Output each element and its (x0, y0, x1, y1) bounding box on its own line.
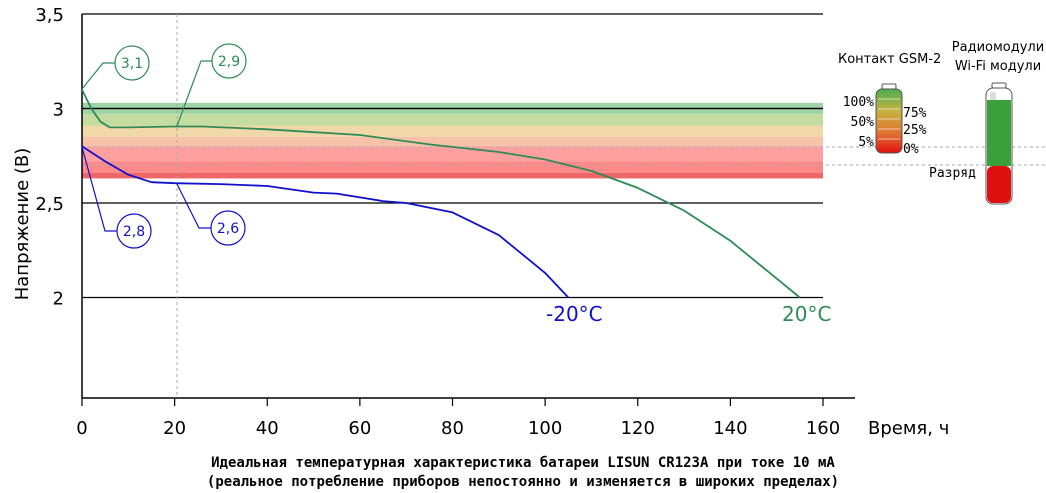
gsm-level-5: 5% (858, 135, 874, 150)
y-ticks: 2 2,5 3 3,5 (35, 5, 64, 310)
callout-2-8-label: 2,8 (123, 224, 145, 240)
callout-2-8: 2,8 (81, 146, 152, 249)
x-tick-label-6: 120 (621, 418, 655, 439)
y-axis-label: Напряжение (В) (12, 148, 33, 301)
radio-legend-title-2: Wi-Fi модули (955, 59, 1041, 74)
band-1 (82, 114, 823, 126)
band-4 (82, 146, 823, 162)
callout-2-8-leader (81, 146, 117, 232)
callout-3-1: 3,1 (81, 45, 150, 90)
x-tick-label-0: 0 (76, 418, 87, 439)
band-3 (82, 136, 823, 147)
callout-3-1-circle (114, 45, 150, 81)
series-line-0 (81, 89, 801, 299)
band-2 (82, 125, 823, 137)
callout-2-6-label: 2,6 (217, 221, 239, 237)
horizontal-gridlines (82, 13, 823, 299)
voltage-level-bands (82, 102, 823, 179)
chart-caption-line-1: Идеальная температурная характеристика б… (211, 455, 835, 471)
callout-2-6-leader (176, 183, 211, 229)
radio-battery-icon (985, 82, 1013, 205)
callout-2-8-circle (116, 213, 152, 249)
callout-3-1-leader (81, 62, 115, 90)
x-tick-label-2: 40 (256, 418, 279, 439)
gsm-level-75: 75% (903, 106, 927, 121)
band-6 (82, 172, 823, 179)
gsm-legend-title: Контакт GSM-2 (838, 52, 941, 67)
y-tick-label-3: 3,5 (35, 5, 64, 26)
gsm-level-25: 25% (903, 123, 927, 138)
callout-2-6: 2,6 (176, 183, 246, 246)
y-tick-label-0: 2 (53, 289, 64, 310)
series-line-1 (81, 145, 569, 299)
chart-caption-line-2: (реальное потребление приборов непостоян… (206, 474, 840, 490)
series-lines (81, 89, 801, 299)
x-tick-label-3: 60 (348, 418, 371, 439)
band-5 (82, 161, 823, 173)
discharge-label: Разряд (929, 166, 976, 181)
gsm-level-100: 100% (843, 95, 874, 110)
x-tick-label-5: 100 (528, 418, 562, 439)
x-tick-label-4: 80 (441, 418, 464, 439)
x-axis-label: Время, ч (868, 418, 949, 439)
gsm-battery-icon (875, 83, 903, 154)
y-tick-label-1: 2,5 (35, 194, 64, 215)
series-label-20: 20°C (782, 302, 831, 326)
callout-2-6-circle (210, 210, 246, 246)
series-label-minus20: -20°C (546, 302, 603, 326)
callout-2-9-circle (211, 43, 247, 79)
x-tick-label-1: 20 (163, 418, 186, 439)
x-tick-label-8: 160 (806, 418, 840, 439)
radio-legend-title-1: Радиомодули (952, 40, 1044, 55)
x-ticks: 0 20 40 60 80 100 120 140 160 (76, 398, 840, 439)
x-tick-label-7: 140 (713, 418, 747, 439)
callout-2-9-leader (176, 60, 212, 127)
callout-2-9-label: 2,9 (218, 54, 240, 70)
gsm-level-50: 50% (851, 115, 875, 130)
gsm-level-0: 0% (903, 142, 919, 157)
callout-2-9: 2,9 (176, 43, 247, 127)
callout-3-1-label: 3,1 (121, 56, 143, 72)
y-tick-label-2: 3 (53, 100, 64, 121)
